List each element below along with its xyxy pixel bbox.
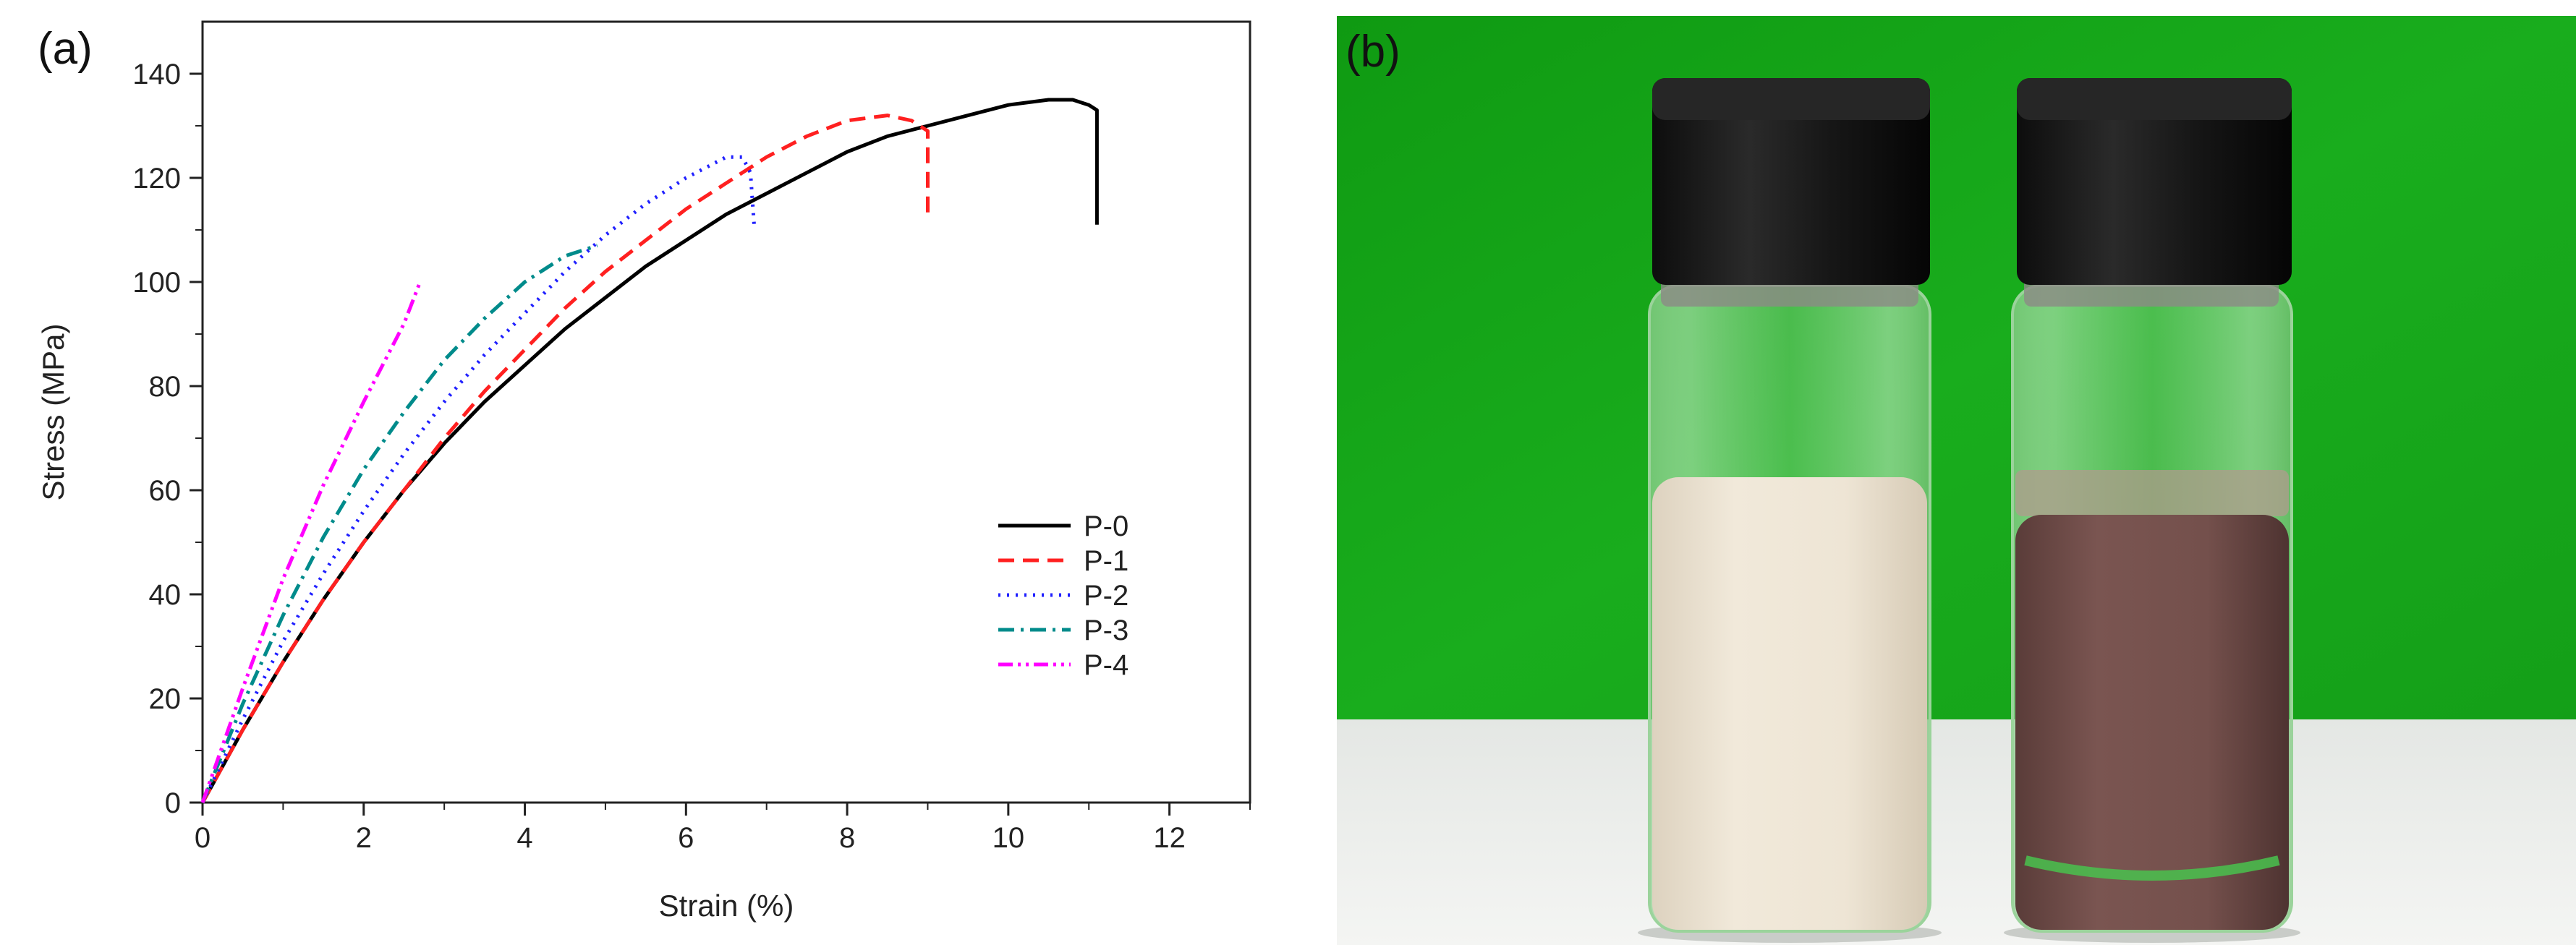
legend-label-p-3: P-3 xyxy=(1084,615,1128,646)
x-tick-label: 4 xyxy=(517,822,532,854)
y-tick-label: 0 xyxy=(165,787,181,819)
legend-label-p-2: P-2 xyxy=(1084,580,1128,612)
x-tick-label: 0 xyxy=(195,822,211,854)
right-vial xyxy=(2004,78,2300,943)
y-axis-title: Stress (MPa) xyxy=(36,323,70,500)
y-tick-label: 100 xyxy=(132,267,181,299)
left-vial-liquid xyxy=(1652,477,1927,930)
series-layer xyxy=(200,98,1099,804)
y-tick-label: 140 xyxy=(132,59,181,90)
legend-label-p-1: P-1 xyxy=(1084,545,1128,577)
panel-b-label: (b) xyxy=(1346,27,1400,77)
y-axis-ticks: 0 20 40 60 80 100 120 140 xyxy=(132,59,203,819)
green-backdrop xyxy=(1337,16,2576,724)
y-tick-label: 20 xyxy=(149,683,182,715)
right-vial-meniscus xyxy=(2015,470,2289,516)
left-vial-cap xyxy=(1652,78,1930,285)
y-tick-label: 40 xyxy=(149,579,182,611)
y-tick-label: 80 xyxy=(149,371,182,403)
y-tick-label: 120 xyxy=(132,163,181,194)
left-vial xyxy=(1638,78,1942,943)
stress-strain-chart: (a) 0 20 40 60 80 100 120 140 0 2 4 6 8 10 12 Stress … xyxy=(36,20,1251,923)
legend-label-p-0: P-0 xyxy=(1084,510,1128,542)
series-line-p-1 xyxy=(200,114,930,804)
x-tick-label: 12 xyxy=(1153,822,1186,854)
right-vial-bottom-reflection xyxy=(2024,855,2280,881)
x-axis-ticks: 0 2 4 6 8 10 12 xyxy=(195,803,1251,854)
x-tick-label: 2 xyxy=(356,822,372,854)
x-tick-label: 10 xyxy=(992,822,1025,854)
right-vial-liquid xyxy=(2015,515,2289,930)
plot-area-frame xyxy=(201,20,1251,804)
x-tick-label: 6 xyxy=(678,822,694,854)
legend: P-0P-1P-2P-3P-4 xyxy=(998,510,1128,681)
x-axis-title: Strain (%) xyxy=(659,889,794,923)
panel-a-label: (a) xyxy=(38,24,93,74)
right-vial-cap-top xyxy=(2017,78,2292,120)
right-vial-cap xyxy=(2017,78,2292,285)
vial-photograph: (b) xyxy=(1337,16,2576,945)
series-line-p-4 xyxy=(200,281,422,803)
left-vial-cap-top xyxy=(1652,78,1930,120)
series-line-p-2 xyxy=(200,155,757,804)
white-table-surface xyxy=(1337,719,2576,945)
x-tick-label: 8 xyxy=(839,822,855,854)
series-line-p-0 xyxy=(200,98,1099,804)
y-tick-label: 60 xyxy=(149,475,182,507)
series-line-p-3 xyxy=(200,244,598,803)
legend-label-p-4: P-4 xyxy=(1084,649,1128,681)
